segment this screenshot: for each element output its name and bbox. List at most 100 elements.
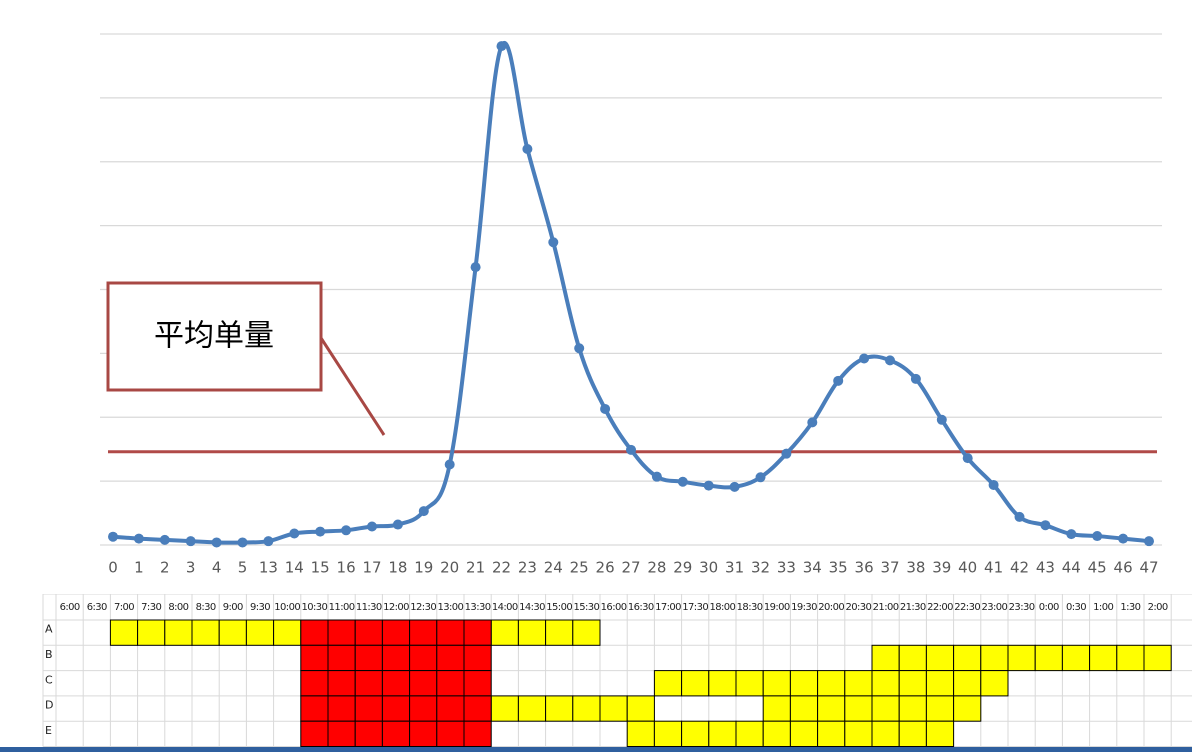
schedule-cell-yellow: [735, 720, 764, 747]
schedule-cell-yellow: [762, 670, 791, 697]
schedule-cell-red: [436, 619, 465, 646]
schedule-time-header: 19:00: [764, 602, 790, 613]
data-point-14: [289, 528, 300, 539]
schedule-time-header: 17:00: [655, 602, 681, 613]
schedule-cell-red: [300, 644, 329, 672]
data-point-29: [677, 476, 688, 487]
schedule-time-header: 6:00: [60, 602, 80, 613]
schedule-time-headers: 6:00 6:30 7:00 7:30 8:00 8:30 9:00 9:30 10:00 10:…: [60, 602, 1169, 613]
schedule-cell-red: [381, 695, 411, 722]
schedule-time-header: 13:30: [465, 602, 491, 613]
x-tick-label: 47: [1139, 559, 1158, 577]
schedule-cell-yellow: [137, 619, 166, 646]
schedule-time-header: 2:00: [1148, 602, 1168, 613]
schedule-cell-yellow: [844, 720, 873, 747]
x-tick-label: 17: [362, 559, 381, 577]
x-tick-label: 43: [1036, 559, 1055, 577]
data-point-46: [1118, 533, 1129, 544]
data-point-33: [781, 448, 792, 459]
data-point-0: [108, 531, 118, 542]
x-tick-label: 21: [466, 559, 485, 577]
schedule-time-header: 7:00: [114, 602, 134, 613]
schedule-cell-yellow: [898, 644, 927, 672]
schedule-cell-red: [381, 720, 411, 747]
schedule-cell-yellow: [789, 720, 819, 747]
x-tick-label: 13: [259, 559, 278, 577]
schedule-cell-yellow: [191, 619, 220, 646]
schedule-time-header: 11:30: [356, 602, 382, 613]
x-tick-label: 38: [906, 559, 925, 577]
schedule-cell-red: [463, 619, 492, 646]
schedule-cell-yellow: [953, 695, 982, 722]
data-point-40: [962, 453, 973, 464]
schedule-cells: [109, 619, 1172, 747]
x-tick-label: 35: [829, 559, 848, 577]
data-point-32: [755, 472, 766, 483]
schedule-time-header: 13:00: [437, 602, 463, 613]
schedule-cell-yellow: [925, 695, 955, 722]
schedule-time-header: 10:00: [274, 602, 300, 613]
schedule-time-header: 8:30: [196, 602, 216, 613]
schedule-cell-yellow: [245, 619, 275, 646]
schedule-time-header: 14:30: [519, 602, 545, 613]
x-tick-label: 26: [596, 559, 615, 577]
schedule-time-header: 6:30: [87, 602, 107, 613]
schedule-time-header: 15:00: [546, 602, 572, 613]
schedule-cell-red: [436, 695, 465, 722]
schedule-cell-yellow: [708, 670, 737, 697]
schedule-cell-red: [436, 644, 465, 672]
schedule-cell-red: [327, 720, 356, 747]
schedule-time-header: 17:30: [682, 602, 708, 613]
x-tick-label: 33: [777, 559, 796, 577]
x-tick-label: 27: [621, 559, 640, 577]
schedule-cell-yellow: [490, 619, 519, 646]
schedule-cell-red: [463, 644, 492, 672]
schedule-time-header: 23:00: [981, 602, 1007, 613]
x-tick-label: 34: [803, 559, 822, 577]
schedule-time-header: 9:30: [250, 602, 270, 613]
schedule-row-label: C: [45, 673, 53, 686]
data-point-15: [315, 526, 326, 537]
data-point-36: [859, 353, 870, 364]
data-point-41: [988, 479, 999, 490]
schedule-cell-yellow: [871, 670, 900, 697]
schedule-cell-yellow: [1089, 644, 1118, 672]
data-point-44: [1066, 529, 1077, 540]
x-tick-label: 25: [570, 559, 589, 577]
schedule-cell-red: [409, 695, 438, 722]
data-point-16: [341, 525, 352, 536]
schedule-time-header: 21:00: [873, 602, 899, 613]
schedule-cell-red: [436, 720, 465, 747]
schedule-cell-yellow: [871, 695, 900, 722]
callout-box: [106, 281, 323, 392]
x-tick-label: 44: [1062, 559, 1081, 577]
schedule-time-header: 12:00: [383, 602, 409, 613]
schedule-cell-red: [409, 644, 438, 672]
data-point-20: [444, 459, 455, 470]
schedule-cell-red: [409, 619, 438, 646]
schedule-cell-red: [300, 619, 329, 646]
x-tick-label: 42: [1010, 559, 1029, 577]
schedule-cell-yellow: [1034, 644, 1063, 672]
schedule-row-label: A: [45, 623, 53, 636]
x-tick-label: 1: [134, 559, 144, 577]
data-point-35: [833, 375, 844, 386]
data-point-22: [496, 41, 507, 52]
x-axis-tick-labels: 0 1 2 3 4 5 13 14 15 16 17 18 19 20 21 22 23 24 25 26 27 28 29…: [108, 559, 1158, 577]
data-point-5: [237, 537, 248, 548]
data-point-17: [367, 521, 377, 532]
schedule-cell-yellow: [109, 619, 139, 646]
demand-line-chart: 平均单量 0 1 2 3 4 5 13 14 15 16 17 18 19 20 21 22 23 24 25 26 2…: [100, 33, 1162, 577]
data-point-18: [392, 519, 403, 530]
x-tick-label: 20: [440, 559, 459, 577]
schedule-cell-yellow: [925, 644, 955, 672]
schedule-time-header: 22:30: [954, 602, 980, 613]
schedule-cell-yellow: [817, 670, 846, 697]
x-tick-label: 22: [492, 559, 511, 577]
data-point-30: [703, 480, 714, 491]
data-point-13: [263, 536, 274, 547]
schedule-cell-yellow: [925, 670, 955, 697]
x-tick-label: 28: [647, 559, 666, 577]
schedule-cell-red: [381, 619, 411, 646]
